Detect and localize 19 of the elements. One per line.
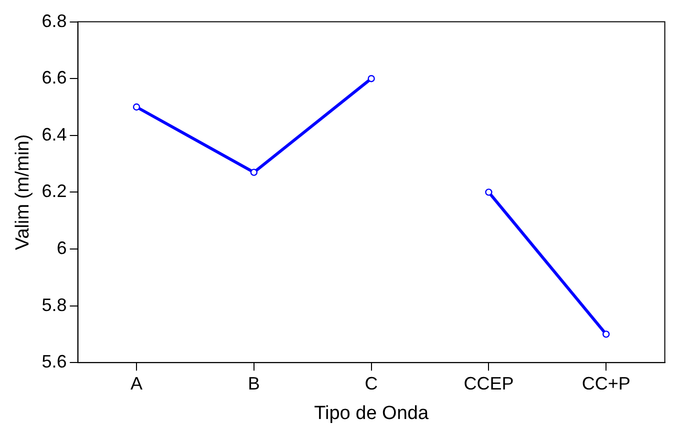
y-tick-label: 6.2 [42,181,67,202]
y-tick-label: 5.8 [42,294,67,315]
point [368,75,375,82]
point [250,168,258,176]
point [602,330,610,338]
y-tick-label: 6 [56,238,67,258]
x-tick-label: C [364,373,378,394]
y-tick-label: 5.6 [42,352,67,372]
x-tick-label: CCEP [464,373,514,394]
x-tick-label: A [130,373,143,394]
x-axis-title: Tipo de Onda [314,402,429,424]
x-tick-label: CC+P [582,373,630,394]
point [485,188,492,196]
x-tick-label: B [248,373,260,394]
y-tick-label: 6.4 [42,124,67,144]
y-tick-label: 6.6 [42,68,67,88]
point [132,103,140,111]
y-axis-title: Valim (m/min) [12,134,34,250]
y-tick-label: 6.8 [42,10,67,31]
